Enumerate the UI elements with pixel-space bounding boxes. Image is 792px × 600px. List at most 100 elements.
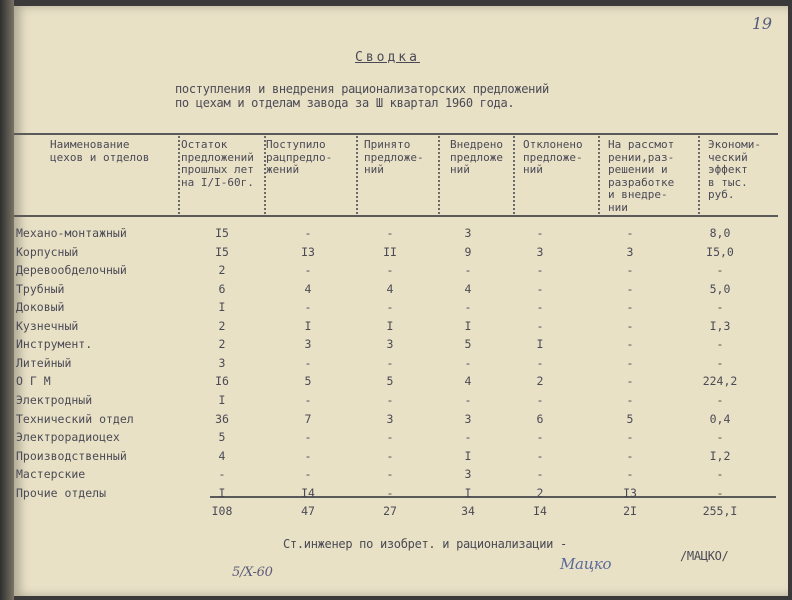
row-label: Электродный [16, 392, 93, 407]
cell-value: - [536, 448, 544, 463]
table-row: Мастерские - - - 3 - - - [0, 467, 792, 485]
cell-value: II [383, 244, 397, 259]
column-header: Внедрено предложе ний [450, 138, 503, 176]
cell-value: - [536, 430, 544, 445]
cell-value: - [304, 430, 312, 445]
cell-value: I5,0 [706, 244, 734, 259]
cell-value: - [536, 467, 544, 482]
cell-value: - [626, 318, 634, 333]
row-label: Корпусный [16, 244, 79, 259]
column-separator [698, 136, 700, 214]
cell-value: 3 [386, 411, 394, 426]
cell-value: 3 [536, 244, 544, 259]
row-label: О Г М [16, 374, 51, 389]
row-label: Электрорадиоцех [16, 430, 120, 445]
table-row: Электродный I - - - - - - [0, 393, 792, 411]
header-bottom-rule [14, 215, 778, 217]
document-subtitle: поступления и внедрения рационализаторск… [175, 82, 549, 110]
cell-value: - [626, 355, 634, 370]
column-separator [356, 136, 358, 214]
column-header: Наименование цехов и отделов [50, 138, 150, 164]
cell-value: 3 [464, 467, 472, 482]
cell-value: 27 [383, 504, 397, 518]
cell-value: 2I [623, 504, 637, 518]
table-row: Корпусный I5 I3 II 9 3 3 I5,0 [0, 245, 792, 263]
cell-value: - [304, 448, 312, 463]
table-row: О Г М I6 5 5 4 2 - 224,2 [0, 374, 792, 392]
cell-value: - [716, 467, 724, 482]
row-label: Деревообделочный [16, 263, 127, 278]
cell-value: - [304, 392, 312, 407]
cell-value: 3 [386, 337, 394, 352]
cell-value: - [716, 485, 724, 500]
row-label: Технический отдел [16, 411, 134, 426]
binding-edge [0, 0, 14, 600]
row-label: Мастерские [16, 467, 86, 482]
cell-value: - [536, 226, 544, 240]
cell-value: I3 [623, 485, 637, 500]
cell-value: - [464, 355, 472, 370]
cell-value: - [626, 448, 634, 463]
cell-value: - [536, 300, 544, 315]
column-separator [598, 136, 600, 214]
table-row: Прочие отделы I I4 - I 2 I3 - [0, 486, 792, 504]
cell-value: 6 [218, 281, 226, 296]
column-separator [513, 136, 515, 214]
cell-value: 6 [536, 411, 544, 426]
table-row: Технический отдел 36 7 3 3 6 5 0,4 [0, 412, 792, 430]
cell-value: I5 [215, 244, 229, 259]
cell-value: - [386, 485, 394, 500]
cell-value: 8,0 [709, 226, 731, 240]
document-title: Сводка [355, 50, 420, 65]
subtitle-line: поступления и внедрения рационализаторск… [175, 82, 549, 96]
table-row: Инструмент. 2 3 3 5 I - - [0, 337, 792, 355]
column-header: Экономи- ческий эффект в тыс. руб. [708, 138, 761, 201]
cell-value: - [626, 430, 634, 445]
cell-value: 5,0 [709, 281, 731, 296]
subtitle-line: по цехам и отделам завода за Ш квартал 1… [175, 96, 515, 110]
cell-value: - [716, 430, 724, 445]
cell-value: - [386, 263, 394, 278]
cell-value: I6 [215, 374, 229, 389]
cell-value: 5 [464, 337, 472, 352]
column-separator [438, 136, 440, 214]
cell-value: 3 [464, 411, 472, 426]
column-header: Отклонено предложе- ний [523, 138, 583, 176]
cell-value: 2 [536, 485, 544, 500]
column-header: Остаток предложений прошлых лет на I/I-6… [181, 138, 254, 189]
footer-signature-line: Ст.инженер по изобрет. и рационализации … [283, 537, 567, 551]
cell-value: - [386, 392, 394, 407]
handwritten-date: 5/X-60 [232, 565, 273, 580]
table-row: Доковый I - - - - - - [0, 300, 792, 318]
cell-value: - [536, 281, 544, 296]
cell-value: I08 [211, 504, 233, 518]
cell-value: 7 [304, 411, 312, 426]
row-label: Прочие отделы [16, 485, 107, 500]
column-separator [264, 136, 266, 214]
cell-value: I [218, 392, 226, 407]
cell-value: I [536, 337, 544, 352]
cell-value: 4 [304, 281, 312, 296]
cell-value: 0,4 [709, 411, 731, 426]
cell-value: - [464, 263, 472, 278]
row-label: Инструмент. [16, 337, 93, 352]
cell-value: - [386, 448, 394, 463]
cell-value: 4 [218, 448, 226, 463]
cell-value: - [304, 226, 312, 240]
cell-value: I [464, 485, 472, 500]
cell-value: - [386, 430, 394, 445]
row-label: Трубный [16, 281, 65, 296]
totals-row: I08 47 27 34 I4 2I 255,I [0, 504, 792, 522]
cell-value: I,2 [709, 448, 731, 463]
cell-value: I [386, 318, 394, 333]
row-label: Доковый [16, 300, 65, 315]
cell-value: I,3 [709, 318, 731, 333]
cell-value: 2 [536, 374, 544, 389]
cell-value: I [218, 300, 226, 315]
row-label: Литейный [16, 355, 72, 370]
cell-value: - [464, 300, 472, 315]
cell-value: 3 [218, 355, 226, 370]
cell-value: 2 [218, 337, 226, 352]
cell-value: - [304, 467, 312, 482]
cell-value: 2 [218, 318, 226, 333]
